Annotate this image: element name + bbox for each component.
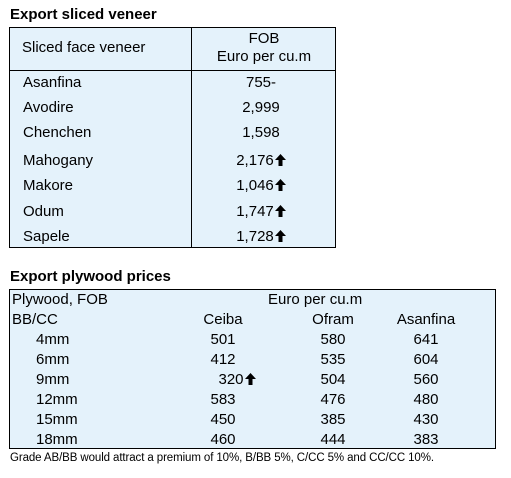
plywood-price: 450 <box>183 411 263 428</box>
plywood-price-value: 385 <box>320 411 346 428</box>
plywood-price: 580 <box>293 331 373 348</box>
plywood-header-product: Plywood, FOB <box>12 291 108 308</box>
plywood-price: 383 <box>386 431 466 448</box>
plywood-header-unit: Euro per cu.m <box>268 291 363 308</box>
plywood-price-value: 460 <box>210 431 236 448</box>
plywood-price-value: 504 <box>320 371 346 388</box>
plywood-thickness: 18mm <box>36 431 78 448</box>
veneer-price-value: 2,176 <box>236 152 274 169</box>
veneer-species: Mahogany <box>23 152 94 169</box>
plywood-title: Export plywood prices <box>10 268 171 285</box>
veneer-species: Chenchen <box>23 124 92 141</box>
veneer-price-value: 1,046 <box>236 177 274 194</box>
up-arrow-icon <box>244 373 256 385</box>
veneer-header-price: FOB Euro per cu.m <box>191 30 337 66</box>
plywood-price: 501 <box>183 331 263 348</box>
veneer-price: 1,728 <box>191 228 331 245</box>
plywood-price: 480 <box>386 391 466 408</box>
plywood-grade: BB/CC <box>12 311 58 328</box>
plywood-price: 430 <box>386 411 466 428</box>
plywood-price-value: 501 <box>210 331 236 348</box>
plywood-price: 412 <box>183 351 263 368</box>
veneer-price: 2,999 <box>191 99 331 116</box>
plywood-price: 504 <box>293 371 373 388</box>
up-arrow-icon <box>274 230 286 242</box>
veneer-price: 1,747 <box>191 203 331 220</box>
plywood-price-value: 583 <box>210 391 236 408</box>
plywood-thickness: 6mm <box>36 351 70 368</box>
veneer-header-unit: Euro per cu.m <box>216 48 312 65</box>
veneer-species: Odum <box>23 203 64 220</box>
plywood-price: 385 <box>293 411 373 428</box>
plywood-thickness: 9mm <box>36 371 70 388</box>
up-arrow-icon <box>274 179 286 191</box>
veneer-column-divider <box>191 28 192 247</box>
veneer-header-product: Sliced face veneer <box>22 39 146 56</box>
plywood-table: Plywood, FOB Euro per cu.m BB/CC Ceiba Of… <box>9 289 496 449</box>
plywood-thickness: 12mm <box>36 391 78 408</box>
plywood-price: 444 <box>293 431 373 448</box>
plywood-price-value: 560 <box>413 371 439 388</box>
plywood-price: 641 <box>386 331 466 348</box>
veneer-header-divider <box>10 70 335 71</box>
plywood-price-value: 383 <box>413 431 439 448</box>
plywood-column-header: Ceiba <box>203 311 243 328</box>
plywood-price: 535 <box>293 351 373 368</box>
plywood-price-value: 450 <box>210 411 236 428</box>
plywood-price: 320 <box>183 371 277 388</box>
veneer-price: 755- <box>191 74 331 91</box>
veneer-species: Asanfina <box>23 74 82 91</box>
plywood-thickness: 15mm <box>36 411 78 428</box>
plywood-price-value: 412 <box>210 351 236 368</box>
veneer-price: 2,176 <box>191 152 331 169</box>
plywood-price-value: 476 <box>320 391 346 408</box>
plywood-price: 560 <box>386 371 466 388</box>
veneer-price-value: 755- <box>245 74 277 91</box>
up-arrow-icon <box>274 205 286 217</box>
plywood-price-value: 641 <box>413 331 439 348</box>
plywood-price-value: 444 <box>320 431 346 448</box>
plywood-column-header: Asanfina <box>396 311 456 328</box>
plywood-price-value: 430 <box>413 411 439 428</box>
plywood-footnote: Grade AB/BB would attract a premium of 1… <box>10 452 434 464</box>
plywood-thickness: 4mm <box>36 331 70 348</box>
veneer-title: Export sliced veneer <box>10 6 157 23</box>
veneer-price-value: 1,598 <box>242 124 280 141</box>
plywood-price-value: 320 <box>218 371 244 388</box>
veneer-header-fob: FOB <box>248 30 280 47</box>
veneer-table: Sliced face veneer FOB Euro per cu.m Asa… <box>9 27 336 248</box>
veneer-price-value: 1,747 <box>236 203 274 220</box>
veneer-species: Makore <box>23 177 74 194</box>
plywood-price: 583 <box>183 391 263 408</box>
veneer-price-value: 2,999 <box>242 99 280 116</box>
veneer-species: Avodire <box>23 99 74 116</box>
plywood-price-value: 535 <box>320 351 346 368</box>
veneer-price-value: 1,728 <box>236 228 274 245</box>
veneer-species: Sapele <box>23 228 70 245</box>
plywood-column-header: Ofram <box>312 311 354 328</box>
plywood-price-value: 480 <box>413 391 439 408</box>
plywood-price: 460 <box>183 431 263 448</box>
plywood-price-value: 604 <box>413 351 439 368</box>
plywood-price: 476 <box>293 391 373 408</box>
veneer-price: 1,046 <box>191 177 331 194</box>
plywood-price-value: 580 <box>320 331 346 348</box>
plywood-price: 604 <box>386 351 466 368</box>
veneer-price: 1,598 <box>191 124 331 141</box>
up-arrow-icon <box>274 154 286 166</box>
